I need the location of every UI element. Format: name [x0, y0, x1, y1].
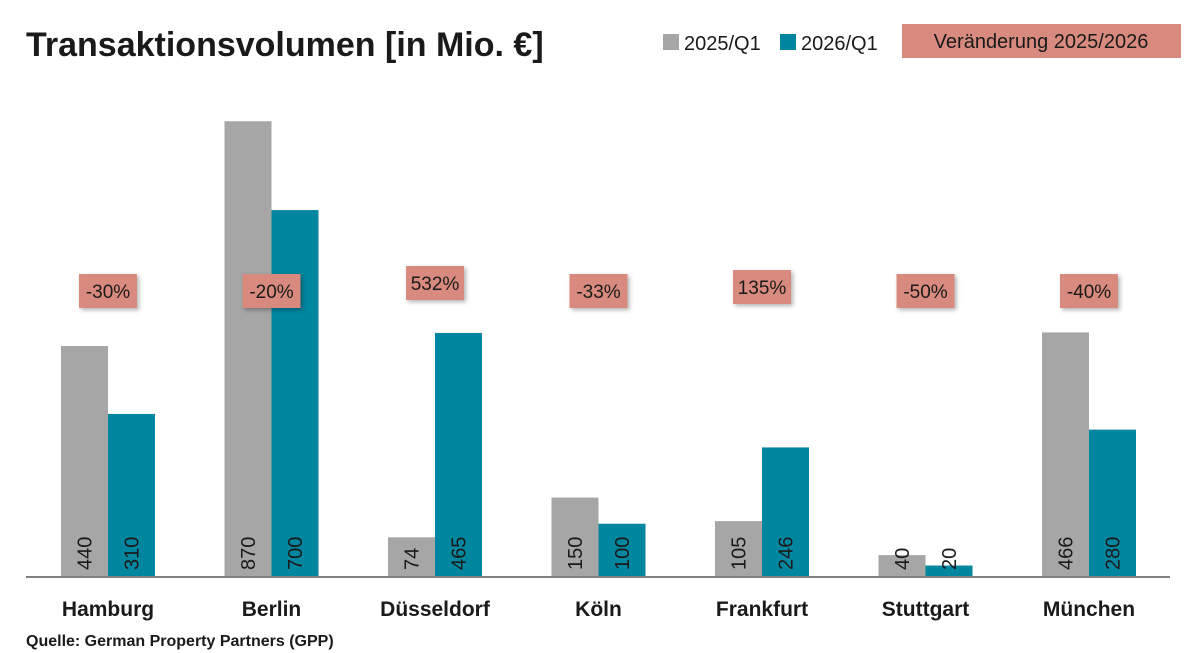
bar-düsseldorf-2026-q1	[435, 332, 482, 576]
category-label-stuttgart: Stuttgart	[882, 598, 970, 621]
bar-münchen-2025-q1	[1042, 332, 1089, 576]
value-label-berlin-2025-q1: 870	[238, 537, 260, 570]
change-label-frankfurt: 135%	[738, 278, 787, 299]
value-label-frankfurt-2025-q1: 105	[729, 537, 751, 570]
category-label-köln: Köln	[575, 598, 622, 621]
change-box-düsseldorf	[406, 266, 464, 300]
change-box-köln	[569, 274, 628, 308]
bar-hamburg-2026-q1	[108, 413, 155, 576]
category-label-düsseldorf: Düsseldorf	[380, 598, 491, 621]
legend: 2025/Q1 2026/Q1 Veränderung 2025/2026	[663, 24, 1181, 58]
bar-berlin-2025-q1	[224, 121, 272, 577]
chart-title: Transaktionsvolumen [in Mio. €]	[26, 26, 544, 64]
legend-label-2025: 2025/Q1	[684, 33, 761, 55]
value-label-frankfurt-2026-q1: 246	[776, 537, 798, 570]
legend-swatch-2026	[780, 34, 796, 50]
change-box-münchen	[1060, 274, 1118, 308]
value-label-stuttgart-2025-q1: 40	[892, 548, 914, 570]
bar-köln-2025-q1	[551, 497, 599, 576]
legend-change-label: Veränderung 2025/2026	[934, 31, 1149, 53]
bar-berlin-2026-q1	[271, 210, 319, 576]
category-labels-group: Hamburg Berlin Düsseldorf Köln Frankfurt Stut…	[62, 598, 1135, 621]
value-labels-group: 440 310 870 700 74 465 150 100 105 246 40 20 466 280	[75, 537, 1125, 570]
bar-frankfurt-2025-q1	[715, 521, 762, 576]
change-label-münchen: -40%	[1067, 282, 1111, 303]
value-label-köln-2025-q1: 150	[565, 537, 587, 570]
bar-stuttgart-2026-q1	[925, 565, 973, 576]
change-box-berlin	[242, 274, 301, 308]
change-box-hamburg	[79, 274, 137, 308]
bar-stuttgart-2025-q1	[878, 555, 926, 576]
bar-frankfurt-2026-q1	[762, 447, 809, 576]
change-labels-group: -30% -20% 532% -33% 135% -50% -40%	[79, 266, 1118, 308]
value-label-düsseldorf-2025-q1: 74	[402, 548, 424, 570]
change-label-hamburg: -30%	[86, 282, 130, 303]
value-label-köln-2026-q1: 100	[612, 537, 634, 570]
category-label-berlin: Berlin	[242, 598, 302, 621]
value-label-hamburg-2025-q1: 440	[75, 537, 97, 570]
value-label-stuttgart-2026-q1: 20	[939, 548, 961, 570]
change-box-stuttgart	[896, 274, 955, 308]
bar-hamburg-2025-q1	[61, 346, 108, 576]
value-label-berlin-2026-q1: 700	[285, 537, 307, 570]
value-label-düsseldorf-2026-q1: 465	[449, 537, 471, 570]
category-label-frankfurt: Frankfurt	[716, 598, 808, 621]
bars-group	[61, 121, 1136, 577]
change-label-düsseldorf: 532%	[411, 274, 460, 295]
change-label-stuttgart: -50%	[903, 282, 947, 303]
value-label-münchen-2026-q1: 280	[1103, 537, 1125, 570]
change-box-frankfurt	[733, 270, 791, 304]
category-label-münchen: München	[1043, 598, 1135, 621]
legend-change-box	[902, 24, 1181, 58]
source-note: Quelle: German Property Partners (GPP)	[26, 633, 334, 650]
bar-köln-2026-q1	[598, 523, 646, 576]
legend-swatch-2025	[663, 34, 679, 50]
bar-münchen-2026-q1	[1089, 429, 1136, 576]
value-label-münchen-2025-q1: 466	[1056, 537, 1078, 570]
value-label-hamburg-2026-q1: 310	[122, 537, 144, 570]
legend-label-2026: 2026/Q1	[801, 33, 878, 55]
bar-düsseldorf-2025-q1	[388, 537, 435, 576]
change-label-berlin: -20%	[249, 282, 293, 303]
change-label-köln: -33%	[576, 282, 620, 303]
category-label-hamburg: Hamburg	[62, 598, 154, 621]
